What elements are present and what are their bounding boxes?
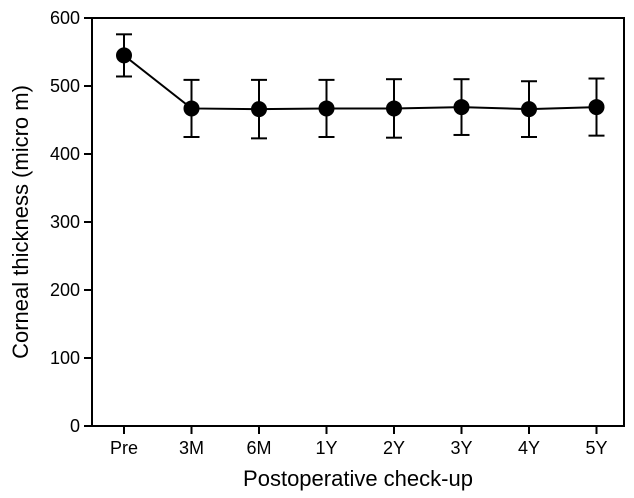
x-tick-label: 3Y [450, 438, 472, 458]
x-tick-label: 5Y [585, 438, 607, 458]
plot-frame [91, 17, 625, 427]
y-tick-label: 100 [50, 348, 80, 368]
x-tick-label: 6M [246, 438, 271, 458]
x-axis-ticks: Pre 3M 6M 1Y 2Y 3Y 4Y 5Y [110, 426, 608, 458]
x-axis-label: Postoperative check-up [243, 466, 473, 491]
series-group [116, 33, 605, 140]
data-point [453, 99, 470, 116]
y-tick-label: 400 [50, 144, 80, 164]
y-tick-label: 200 [50, 280, 80, 300]
y-axis-ticks: 0 100 200 300 400 500 600 [50, 8, 92, 436]
data-point [588, 99, 605, 116]
series-line [123, 54, 597, 111]
data-point [521, 101, 537, 118]
data-point [116, 47, 132, 64]
y-tick-label: 600 [50, 8, 80, 28]
x-tick-label: 3M [179, 438, 204, 458]
data-point [183, 100, 200, 117]
x-tick-label: 1Y [315, 438, 337, 458]
data-point [251, 101, 267, 118]
x-tick-label: 2Y [383, 438, 405, 458]
axes [91, 17, 625, 427]
y-tick-label: 500 [50, 76, 80, 96]
data-point [386, 100, 402, 117]
y-tick-label: 0 [70, 416, 80, 436]
x-tick-label: Pre [110, 438, 138, 458]
y-axis-label: Corneal thickness (micro m) [8, 85, 33, 359]
data-point [318, 100, 335, 117]
y-tick-label: 300 [50, 212, 80, 232]
x-tick-label: 4Y [518, 438, 540, 458]
